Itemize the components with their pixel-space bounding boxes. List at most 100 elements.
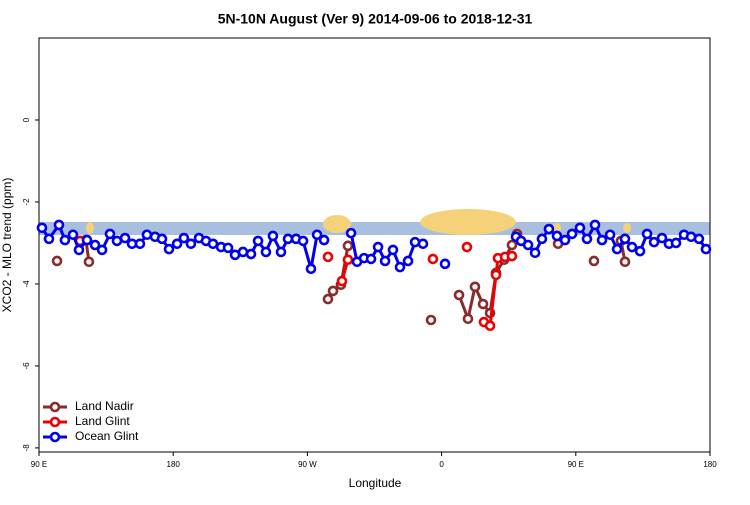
y-axis-label: XCO2 - MLO trend (ppm) [0,178,14,313]
point [619,233,631,245]
map-strip [39,209,710,235]
x-tick-label: 180 [703,460,717,469]
point [305,263,317,275]
point [81,234,93,246]
point [141,229,153,241]
point [59,234,71,246]
point [656,232,668,244]
x-tick-label: 90 W [298,460,317,469]
point [322,293,334,305]
point [222,242,234,254]
point [417,238,429,250]
point [574,222,586,234]
point [260,246,272,258]
point [53,219,65,231]
point [134,238,146,250]
land-shape [623,223,631,233]
point [252,235,264,247]
y-tick-label: -4 [22,280,31,288]
point [394,261,406,273]
point [604,229,616,241]
point [543,223,555,235]
y-tick-label: -8 [22,444,31,452]
point [185,238,197,250]
point [506,239,518,251]
point [322,251,334,263]
point [536,233,548,245]
y-tick-label: -6 [22,362,31,370]
point [693,233,705,245]
point [119,232,131,244]
point [634,245,646,257]
point [342,240,354,252]
legend-marker [49,401,61,413]
point [342,254,354,266]
point [36,222,48,234]
legend-marker [49,416,61,428]
point [275,246,287,258]
point [566,228,578,240]
point [469,281,481,293]
land-shape [553,223,561,233]
point [387,244,399,256]
legend-label: Land Nadir [75,399,134,413]
point [96,244,108,256]
point [365,253,377,265]
point [700,243,712,255]
point [490,269,502,281]
point [596,234,608,246]
y-tick-label: 0 [22,117,31,122]
point [427,253,439,265]
point [297,235,309,247]
point [171,238,183,250]
x-tick-label: 90 E [568,460,584,469]
point [83,256,95,268]
x-axis-label: Longitude [349,476,402,490]
y-tick-label: -2 [22,198,31,206]
point [477,298,489,310]
ocean-band [39,222,710,235]
point [237,246,249,258]
point [163,243,175,255]
x-tick-label: 180 [167,460,181,469]
point [156,233,168,245]
point [522,239,534,251]
point [506,250,518,262]
point [402,255,414,267]
point [372,241,384,253]
land-shape [86,222,94,234]
point [178,232,190,244]
point [425,314,437,326]
point [336,275,348,287]
point [311,229,323,241]
point [453,289,465,301]
point [559,234,571,246]
point [611,243,623,255]
point [267,230,279,242]
point [345,227,357,239]
land-shape [323,215,351,233]
point [379,255,391,267]
point [589,219,601,231]
x-tick-label: 90 E [31,460,47,469]
point [670,237,682,249]
point [484,320,496,332]
point [67,229,79,241]
chart-title: 5N-10N August (Ver 9) 2014-09-06 to 2018… [218,11,533,27]
point [51,255,63,267]
plot-frame [38,37,711,453]
point [641,228,653,240]
x-tick-label: 0 [439,460,444,469]
legend-marker [49,431,61,443]
point [461,241,473,253]
point [462,313,474,325]
point [73,244,85,256]
point [626,241,638,253]
point [327,285,339,297]
point [43,233,55,245]
point [104,228,116,240]
point [648,236,660,248]
legend-label: Ocean Glint [75,429,139,443]
point [439,258,451,270]
